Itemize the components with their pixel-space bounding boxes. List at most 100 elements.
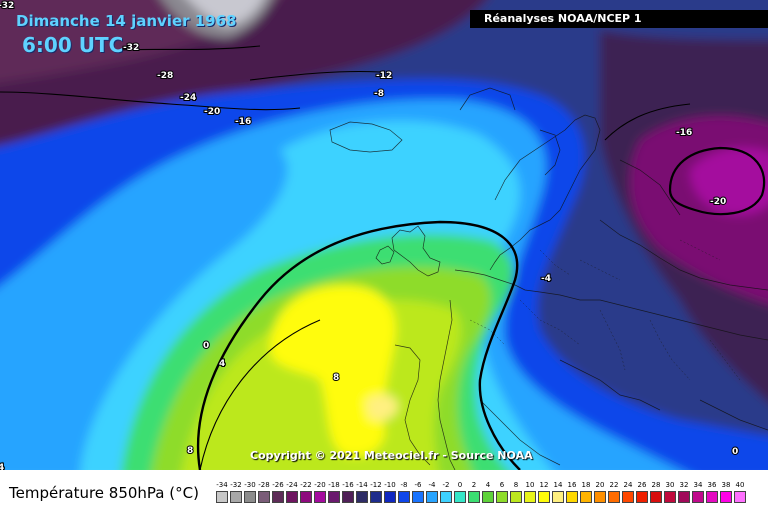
legend-swatch <box>426 491 438 503</box>
label-minus-20: -20 <box>204 107 220 117</box>
legend-tick-label: 14 <box>553 481 563 489</box>
coastlines <box>329 87 768 470</box>
label-minus-32: -32 <box>123 43 139 53</box>
legend-swatch <box>454 491 466 503</box>
legend-swatch <box>706 491 718 503</box>
date-title: Dimanche 14 janvier 1968 <box>16 12 237 30</box>
legend-swatch <box>678 491 690 503</box>
label-minus-16: -16 <box>235 117 251 127</box>
label-east-minus-16: -16 <box>676 128 692 138</box>
label-corner-minus-32: -32 <box>0 1 14 11</box>
label-four: 4 <box>219 359 225 369</box>
legend-tick-label: 6 <box>499 481 505 489</box>
legend-swatch <box>398 491 410 503</box>
label-zero: 0 <box>203 341 209 351</box>
legend-swatch <box>272 491 284 503</box>
legend-swatch <box>244 491 256 503</box>
legend-tick-label: 0 <box>457 481 463 489</box>
legend-color-scale <box>0 491 768 505</box>
legend-swatch <box>230 491 242 503</box>
legend-swatch <box>496 491 508 503</box>
contour-labels: -32 -28 -24 -20 -16 -12 -8 -4 0 4 8 -16 … <box>0 0 739 470</box>
legend-swatch <box>692 491 704 503</box>
legend-footer: Température 850hPa (°C) -34 -32 -30 -28 -26-… <box>0 470 768 512</box>
label-minus-8: -8 <box>374 89 384 99</box>
label-south-eight: 8 <box>187 446 193 456</box>
legend-swatch <box>580 491 592 503</box>
legend-tick-label: -8 <box>400 481 408 489</box>
legend-swatch <box>552 491 564 503</box>
legend-tick-label: 16 <box>567 481 577 489</box>
label-corner-four: 4 <box>0 463 4 470</box>
legend-tick-label: -12 <box>370 481 382 489</box>
legend-tick-label: 24 <box>623 481 633 489</box>
legend-tick-label: -14 <box>356 481 368 489</box>
legend-swatch <box>356 491 368 503</box>
legend-tick-label: -24 <box>286 481 298 489</box>
legend-swatch <box>328 491 340 503</box>
legend-tick-label: 8 <box>513 481 519 489</box>
legend-tick-label: 26 <box>637 481 647 489</box>
isotherm-lines <box>0 45 766 470</box>
legend-tick-label: -22 <box>300 481 312 489</box>
legend-tick-label: -20 <box>314 481 326 489</box>
legend-tick-label: 28 <box>651 481 661 489</box>
legend-tick-label: -30 <box>244 481 256 489</box>
legend-swatch <box>636 491 648 503</box>
legend-swatch <box>384 491 396 503</box>
label-minus-24: -24 <box>180 93 196 103</box>
legend-swatch <box>216 491 228 503</box>
legend-swatch <box>468 491 480 503</box>
legend-swatch <box>510 491 522 503</box>
legend-tick-label: -28 <box>258 481 270 489</box>
label-eight: 8 <box>333 373 339 383</box>
legend-swatch <box>538 491 550 503</box>
legend-swatch <box>650 491 662 503</box>
legend-swatch <box>566 491 578 503</box>
legend-tick-label: 4 <box>485 481 491 489</box>
legend-swatch <box>622 491 634 503</box>
legend-tick-label: -16 <box>342 481 354 489</box>
legend-tick-label: -18 <box>328 481 340 489</box>
legend-swatch <box>258 491 270 503</box>
legend-tick-label: 22 <box>609 481 619 489</box>
legend-tick-label: 10 <box>525 481 535 489</box>
legend-swatch <box>482 491 494 503</box>
legend-tick-label: -34 <box>216 481 228 489</box>
legend-scale-labels: -34 -32 -30 -28 -26 -24 -22 -20 -18 -16 -14 -12 -10-… <box>0 481 768 490</box>
legend-tick-label: 12 <box>539 481 549 489</box>
legend-swatch <box>720 491 732 503</box>
legend-tick-label: -4 <box>428 481 436 489</box>
borders <box>469 239 741 381</box>
legend-tick-label: -2 <box>442 481 450 489</box>
legend-swatch <box>594 491 606 503</box>
legend-tick-label: -10 <box>384 481 396 489</box>
source-banner: Réanalyses NOAA/NCEP 1 <box>470 10 768 28</box>
copyright-notice: Copyright © 2021 Meteociel.fr - Source N… <box>250 449 533 462</box>
legend-tick-label: 36 <box>707 481 717 489</box>
legend-swatch <box>286 491 298 503</box>
legend-swatch <box>734 491 746 503</box>
legend-swatch <box>664 491 676 503</box>
legend-tick-label: -32 <box>230 481 242 489</box>
legend-swatch <box>524 491 536 503</box>
legend-swatch <box>314 491 326 503</box>
label-minus-4: -4 <box>541 274 551 284</box>
legend-tick-label: 20 <box>595 481 605 489</box>
legend-tick-label: 38 <box>721 481 731 489</box>
legend-tick-label: -26 <box>272 481 284 489</box>
time-title: 6:00 UTC <box>22 33 124 57</box>
temperature-field <box>0 0 768 470</box>
legend-tick-label: 40 <box>735 481 745 489</box>
label-south-zero: 0 <box>732 447 738 457</box>
label-minus-12: -12 <box>376 71 392 81</box>
legend-swatch <box>608 491 620 503</box>
legend-swatch <box>440 491 452 503</box>
legend-tick-label: 30 <box>665 481 675 489</box>
legend-swatch <box>300 491 312 503</box>
legend-tick-label: 34 <box>693 481 703 489</box>
label-minus-28: -28 <box>157 71 173 81</box>
legend-tick-label: 2 <box>471 481 477 489</box>
legend-swatch <box>412 491 424 503</box>
